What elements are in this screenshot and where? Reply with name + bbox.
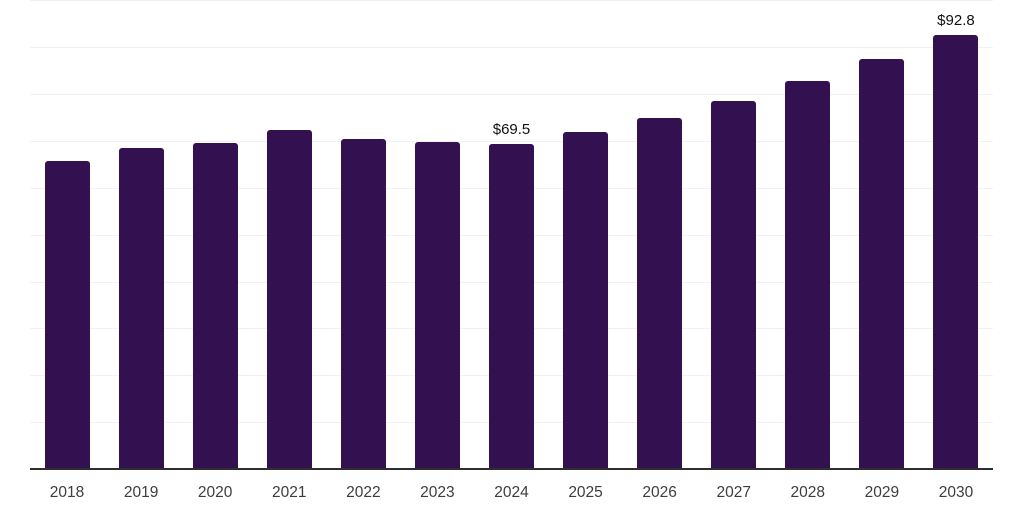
gridline <box>30 140 993 142</box>
gridline <box>30 94 993 96</box>
x-tick-label-2021: 2021 <box>272 484 307 501</box>
data-label-2024: $69.5 <box>492 121 531 139</box>
bar-2022 <box>340 138 386 470</box>
data-label-2030: $92.8 <box>937 12 975 30</box>
plot-area: $69.5 $92.8 <box>30 0 993 470</box>
bar-2025 <box>563 131 609 470</box>
bar-2026 <box>637 118 683 470</box>
x-tick-label-2025: 2025 <box>568 484 603 501</box>
x-tick-label-2019: 2019 <box>123 484 159 501</box>
x-tick-label-2024: 2024 <box>494 484 529 501</box>
gridline <box>30 0 993 2</box>
x-axis-line <box>30 468 993 470</box>
gridline <box>30 47 993 49</box>
bar-2024 <box>489 144 534 470</box>
bar-2029 <box>859 59 905 470</box>
x-tick-label-2022: 2022 <box>346 484 381 501</box>
x-tick-label-2020: 2020 <box>197 484 233 501</box>
x-tick-label-2030: 2030 <box>938 484 974 501</box>
x-tick-label-2029: 2029 <box>864 484 900 501</box>
x-tick-label-2026: 2026 <box>642 484 677 501</box>
x-tick-label-2018: 2018 <box>49 484 85 501</box>
bar-2021 <box>266 129 312 470</box>
bar-2019 <box>118 148 164 470</box>
bar-2028 <box>785 80 831 470</box>
bar-2020 <box>192 142 238 470</box>
x-tick-label-2023: 2023 <box>420 484 455 501</box>
bar-2027 <box>711 101 757 470</box>
x-tick-label-2028: 2028 <box>790 484 826 501</box>
bar-2023 <box>414 141 460 470</box>
x-tick-label-2027: 2027 <box>716 484 751 501</box>
bar-2018 <box>44 161 90 470</box>
bar-2030 <box>933 35 979 470</box>
